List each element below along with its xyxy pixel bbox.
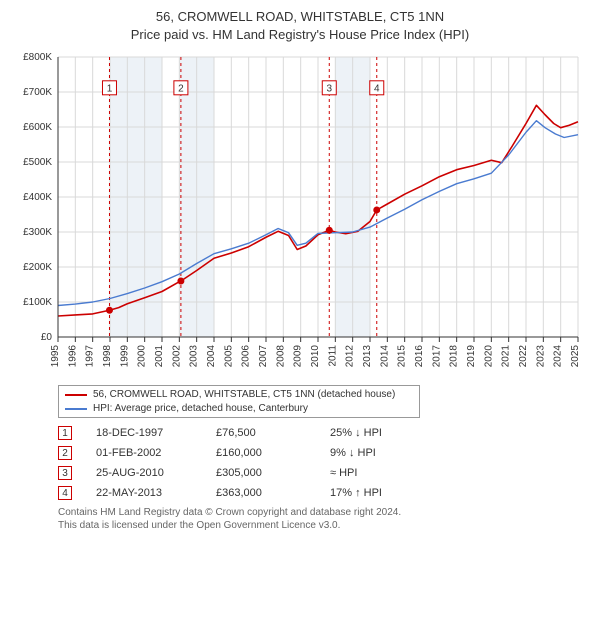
svg-text:1999: 1999: [119, 345, 130, 368]
sale-event-price: £76,500: [216, 427, 306, 439]
footer-line2: This data is licensed under the Open Gov…: [58, 519, 590, 532]
svg-text:2009: 2009: [293, 345, 304, 368]
svg-text:2020: 2020: [483, 345, 494, 368]
legend-swatch-property: [65, 394, 87, 396]
svg-text:4: 4: [374, 83, 380, 94]
svg-text:2022: 2022: [518, 345, 529, 368]
svg-text:2003: 2003: [189, 345, 200, 368]
svg-text:2001: 2001: [154, 345, 165, 368]
svg-text:2005: 2005: [223, 345, 234, 368]
svg-text:£800K: £800K: [23, 52, 52, 63]
svg-text:£0: £0: [41, 332, 53, 343]
svg-text:2013: 2013: [362, 345, 373, 368]
sale-event-row: 4 22-MAY-2013 £363,000 17% ↑ HPI: [58, 486, 590, 500]
chart-title-line2: Price paid vs. HM Land Registry's House …: [10, 26, 590, 44]
svg-text:£400K: £400K: [23, 192, 52, 203]
sale-event-delta: 9% ↓ HPI: [330, 447, 410, 459]
svg-text:£700K: £700K: [23, 87, 52, 98]
sale-event-delta: 17% ↑ HPI: [330, 487, 410, 499]
svg-text:2010: 2010: [310, 345, 321, 368]
svg-text:£200K: £200K: [23, 262, 52, 273]
sale-event-date: 18-DEC-1997: [96, 427, 192, 439]
sale-event-delta: ≈ HPI: [330, 467, 410, 479]
svg-text:£300K: £300K: [23, 227, 52, 238]
svg-text:2014: 2014: [379, 345, 390, 368]
sale-event-price: £305,000: [216, 467, 306, 479]
sale-event-row: 2 01-FEB-2002 £160,000 9% ↓ HPI: [58, 446, 590, 460]
legend-label-hpi: HPI: Average price, detached house, Cant…: [93, 402, 308, 416]
svg-text:2017: 2017: [431, 345, 442, 368]
sale-event-delta: 25% ↓ HPI: [330, 427, 410, 439]
svg-text:£100K: £100K: [23, 297, 52, 308]
svg-text:1998: 1998: [102, 345, 113, 368]
sale-event-date: 22-MAY-2013: [96, 487, 192, 499]
svg-text:2018: 2018: [449, 345, 460, 368]
legend: 56, CROMWELL ROAD, WHITSTABLE, CT5 1NN (…: [58, 385, 420, 418]
sale-event-price: £160,000: [216, 447, 306, 459]
legend-swatch-hpi: [65, 408, 87, 410]
sale-event-badge: 3: [58, 466, 72, 480]
svg-text:2000: 2000: [137, 345, 148, 368]
sale-events-table: 1 18-DEC-1997 £76,500 25% ↓ HPI 2 01-FEB…: [58, 426, 590, 500]
svg-text:2007: 2007: [258, 345, 269, 368]
svg-text:2024: 2024: [553, 345, 564, 368]
chart-container: £0 £100K £200K £300K £400K £500K £600K £700K £80…: [10, 49, 590, 379]
sale-event-row: 3 25-AUG-2010 £305,000 ≈ HPI: [58, 466, 590, 480]
svg-text:2025: 2025: [570, 345, 581, 368]
sale-event-badge: 2: [58, 446, 72, 460]
attribution-footer: Contains HM Land Registry data © Crown c…: [58, 506, 590, 532]
sale-event-price: £363,000: [216, 487, 306, 499]
sale-event-badge: 1: [58, 426, 72, 440]
svg-text:1997: 1997: [85, 345, 96, 368]
svg-text:£600K: £600K: [23, 122, 52, 133]
svg-text:2: 2: [178, 83, 184, 94]
svg-text:3: 3: [326, 83, 332, 94]
svg-text:1: 1: [107, 83, 113, 94]
sale-event-badge: 4: [58, 486, 72, 500]
svg-text:2016: 2016: [414, 345, 425, 368]
sale-event-date: 25-AUG-2010: [96, 467, 192, 479]
svg-text:2008: 2008: [275, 345, 286, 368]
svg-text:£500K: £500K: [23, 157, 52, 168]
legend-item-property: 56, CROMWELL ROAD, WHITSTABLE, CT5 1NN (…: [65, 388, 413, 402]
svg-text:1996: 1996: [67, 345, 78, 368]
svg-text:2004: 2004: [206, 345, 217, 368]
sale-event-row: 1 18-DEC-1997 £76,500 25% ↓ HPI: [58, 426, 590, 440]
footer-line1: Contains HM Land Registry data © Crown c…: [58, 506, 590, 519]
svg-text:2002: 2002: [171, 345, 182, 368]
svg-text:1995: 1995: [50, 345, 61, 368]
svg-text:2011: 2011: [327, 345, 338, 367]
chart-title-line1: 56, CROMWELL ROAD, WHITSTABLE, CT5 1NN: [10, 8, 590, 26]
svg-text:2023: 2023: [535, 345, 546, 368]
sale-event-date: 01-FEB-2002: [96, 447, 192, 459]
svg-text:2006: 2006: [241, 345, 252, 368]
svg-text:2015: 2015: [397, 345, 408, 368]
svg-text:2021: 2021: [501, 345, 512, 368]
svg-text:2012: 2012: [345, 345, 356, 368]
price-chart: £0 £100K £200K £300K £400K £500K £600K £700K £80…: [10, 49, 590, 379]
legend-item-hpi: HPI: Average price, detached house, Cant…: [65, 402, 413, 416]
svg-text:2019: 2019: [466, 345, 477, 368]
legend-label-property: 56, CROMWELL ROAD, WHITSTABLE, CT5 1NN (…: [93, 388, 395, 402]
